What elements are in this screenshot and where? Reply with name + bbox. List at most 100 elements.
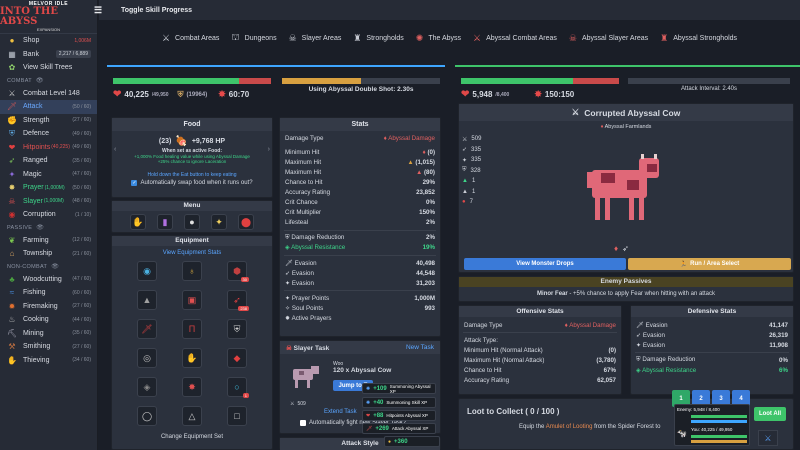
stat-row: Crit Chance 0% [280, 198, 440, 208]
sidebar-item-woodcutting[interactable]: ♣ Woodcutting (47 / 60) [0, 273, 97, 287]
farming-icon: ❦ [8, 235, 16, 245]
combat-header-label: COMBAT [7, 77, 32, 84]
view-equipment-stats-link[interactable]: View Equipment Stats [162, 250, 222, 256]
amulet-slot[interactable]: ♁ [182, 261, 202, 281]
enemy-dr-row: ⛨ Damage Reduction 0% [631, 355, 793, 365]
sidebar-item-progress: (44 / 60) [72, 316, 91, 323]
shield-icon: ⛨ [636, 356, 643, 364]
summon-slot[interactable]: ◎ [137, 348, 157, 368]
sidebar-item-strength[interactable]: ✊ Strength (27 / 60) [0, 114, 97, 128]
nav-dungeons[interactable]: ⛫ Dungeons [228, 32, 279, 44]
mini-weapon-icon[interactable]: ⚔ [758, 430, 778, 446]
helmet-slot[interactable]: ◉ [137, 261, 157, 281]
heart-icon: ❤ [366, 412, 371, 419]
cape-slot[interactable]: ▲ [137, 290, 157, 310]
boots-slot[interactable]: ◆ [227, 348, 247, 368]
sidebar-item-attack[interactable]: 🗡 Attack (50 / 60) [0, 100, 97, 114]
slayer-auto-label: Automatically fight new Slayer Task? [309, 420, 407, 426]
xp-notification: ❤ +88 Hitpoints Abyssal XP [362, 410, 436, 421]
food-next-arrow[interactable]: › [267, 146, 270, 153]
sidebar-item-combat-level-148[interactable]: ⚔ Combat Level 148 [0, 87, 97, 101]
menu-toggle-icon[interactable]: ☰ [94, 4, 103, 15]
attack-style-menu-icon[interactable]: ✋ [130, 214, 146, 230]
eye-icon[interactable]: 👁 [36, 225, 45, 231]
shield-slot[interactable]: ⛨ [227, 319, 247, 339]
slayer-areas-icon: ☠ [288, 32, 297, 43]
enemy-offensive-list: Attack Type: Minimum Hit (Normal Attack) (… [459, 335, 621, 385]
sidebar-item-bank[interactable]: ▦ Bank 2,217 / 6,889 [0, 48, 97, 62]
nav-strongholds[interactable]: ♜ Strongholds [350, 33, 406, 44]
sidebar-item-shop[interactable]: ● Shop 1,006M [0, 34, 97, 48]
nav-the-abyss[interactable]: ✺ The Abyss [413, 33, 464, 44]
sidebar-item-mining[interactable]: ⛏ Mining (35 / 60) [0, 327, 97, 341]
gem-slot[interactable]: △ [182, 406, 202, 426]
extend-task-link[interactable]: Extend Task [324, 409, 357, 415]
player-section-separator [107, 65, 445, 67]
prayer-menu-icon[interactable]: ● [184, 214, 200, 230]
damage-type-label: Damage Type [285, 134, 324, 142]
sidebar-item-corruption[interactable]: ◉ Corruption (1 / 10) [0, 208, 97, 222]
nav-combat-areas[interactable]: ⚔ Combat Areas [159, 33, 222, 44]
ar-label: Abyssal Resistance [291, 244, 346, 252]
xp-notification: ✺ +109 Summoning Abyssal XP [362, 383, 436, 394]
sidebar-item-firemaking[interactable]: ✹ Firemaking (27 / 60) [0, 300, 97, 314]
weapon-slot[interactable]: 🗡 [137, 319, 157, 339]
sidebar-item-progress: (49 / 60) [72, 144, 91, 151]
summon1-slot[interactable]: ◈ [137, 377, 157, 397]
stat-row: Lifesteal 2% [280, 218, 440, 228]
nav-abyssal-strongholds[interactable]: ♜ Abyssal Strongholds [657, 33, 740, 44]
sidebar-item-township[interactable]: ⌂ Township (21 / 60) [0, 247, 97, 261]
eye-icon[interactable]: 👁 [35, 78, 44, 84]
game-logo[interactable]: MELVOR IDLE INTO THE ABYSS EXPANSION [0, 0, 97, 34]
auto-swap-checkbox[interactable]: ✓ [131, 180, 138, 186]
equipment-grid: ◉ ♁ ⬢ 30 ▲ ▣ ➶ 238 🗡 Π ⛨ ◎ ✋ ◆ ◈ ✸ ○ 1 ◯ △ □ [112, 261, 272, 426]
summon2-slot[interactable]: ✸ [182, 377, 202, 397]
sparkle-menu-icon[interactable]: ✦ [211, 214, 227, 230]
potion-menu-icon[interactable]: ⬤ [238, 214, 254, 230]
view-monster-drops-button[interactable]: View Monster Drops [464, 258, 626, 270]
run-area-select-button[interactable]: 🏃 Run / Area Select [628, 258, 791, 270]
combat-tab-2[interactable]: 2 [692, 390, 710, 407]
passive-header-label: PASSIVE [7, 224, 33, 231]
amulet-of-looting-link[interactable]: Amulet of Looting [545, 424, 593, 430]
sidebar-item-thieving[interactable]: ✋ Thieving (34 / 60) [0, 354, 97, 368]
gloves-slot[interactable]: ✋ [182, 348, 202, 368]
quiver-slot[interactable]: ➶ 238 [227, 290, 249, 311]
ring-slot[interactable]: ○ 1 [227, 377, 249, 398]
sidebar-item-defence[interactable]: ⛨ Defence (49 / 60) [0, 127, 97, 141]
toggle-skill-progress[interactable]: Toggle Skill Progress [121, 6, 193, 14]
sidebar-item-hitpoints[interactable]: ❤ Hitpoints (40,225) (49 / 60) [0, 141, 97, 155]
new-task-button[interactable]: New Task [405, 344, 434, 351]
food-prev-arrow[interactable]: ‹ [114, 146, 117, 153]
sidebar-item-ranged[interactable]: ➶ Ranged (35 / 60) [0, 154, 97, 168]
slayer-auto-checkbox[interactable] [300, 420, 306, 426]
enhance-slot[interactable]: □ [227, 406, 247, 426]
stat-value: 2% [426, 219, 435, 227]
sidebar-item-farming[interactable]: ❦ Farming (12 / 60) [0, 234, 97, 248]
sidebar-item-progress: (60 / 60) [72, 289, 91, 296]
combat-tab-1[interactable]: 1 [672, 390, 690, 407]
sidebar-passive-header: PASSIVE 👁 [0, 222, 97, 234]
nav-slayer-areas[interactable]: ☠ Slayer Areas [286, 33, 345, 44]
combat-tab-4[interactable]: 4 [732, 390, 750, 407]
sidebar-item-magic[interactable]: ✦ Magic (47 / 60) [0, 168, 97, 182]
sidebar-item-prayer[interactable]: ✸ Prayer (1,000M) (50 / 60) [0, 181, 97, 195]
combat-tab-3[interactable]: 3 [712, 390, 730, 407]
nav-abyssal-combat-areas[interactable]: ⚔ Abyssal Combat Areas [470, 33, 560, 44]
jump-to-enemy-button[interactable]: Jump to E [333, 380, 373, 391]
body-armour-slot[interactable]: ▣ [182, 290, 202, 310]
spellbook-menu-icon[interactable]: ▮ [157, 214, 173, 230]
legs-slot[interactable]: Π [182, 319, 202, 339]
nav-abyssal-slayer-areas[interactable]: ☠ Abyssal Slayer Areas [566, 33, 651, 44]
potion-slot[interactable]: ⬢ 30 [227, 261, 249, 282]
slayer-task-line2: 120 x Abyssal Cow [333, 367, 392, 374]
sidebar-item-smithing[interactable]: ⚒ Smithing (27 / 60) [0, 340, 97, 354]
sidebar-item-fishing[interactable]: ≈ Fishing (60 / 60) [0, 286, 97, 300]
eye-icon[interactable]: 👁 [51, 264, 60, 270]
change-equipment-set[interactable]: Change Equipment Set [160, 434, 224, 440]
sidebar-item-view-skill-trees[interactable]: ✿ View Skill Trees [0, 61, 97, 75]
consumable-slot[interactable]: ◯ [137, 406, 157, 426]
loot-all-button[interactable]: Loot All [754, 407, 786, 421]
sidebar-item-slayer[interactable]: ☠ Slayer (1,000M) (48 / 60) [0, 195, 97, 209]
sidebar-item-cooking[interactable]: ♨ Cooking (44 / 60) [0, 313, 97, 327]
